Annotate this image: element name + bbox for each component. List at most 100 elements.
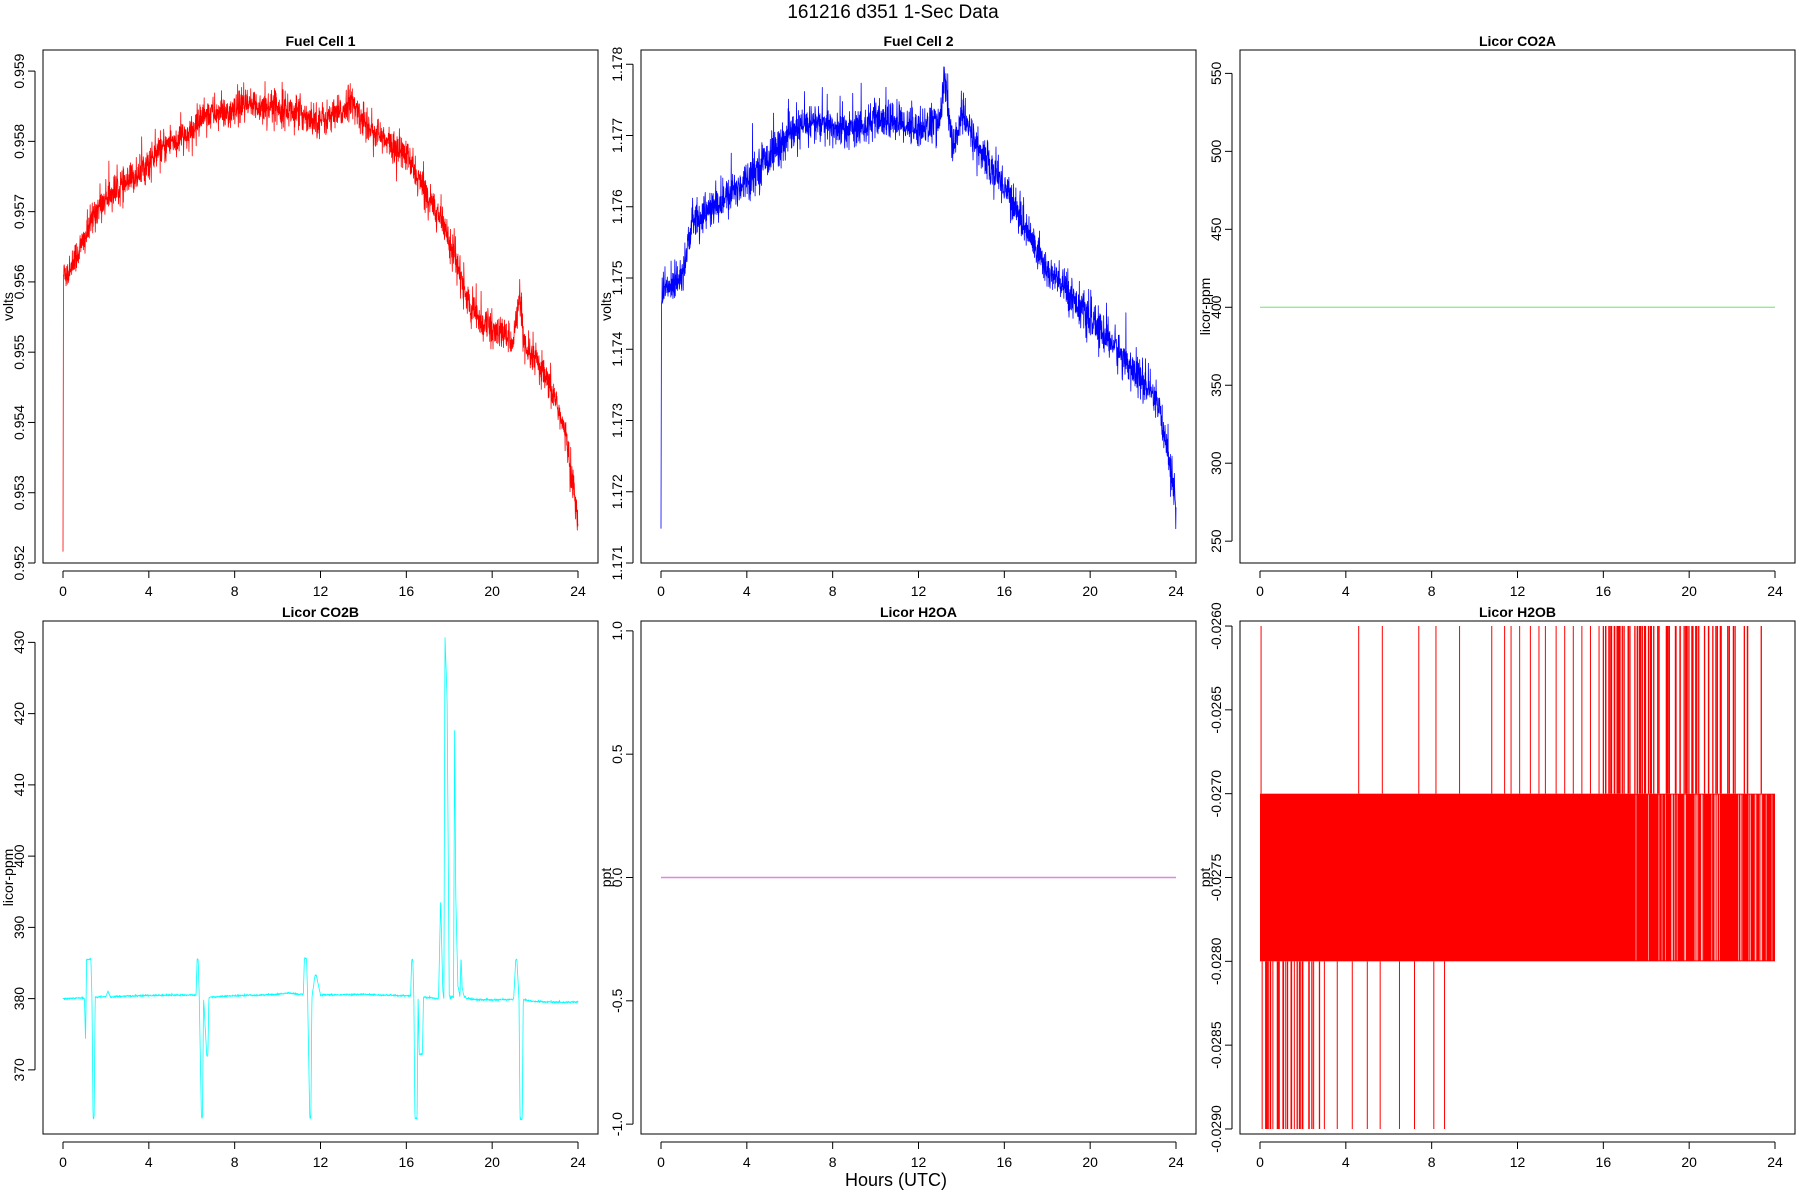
y-tick-label: 400: [1208, 295, 1224, 319]
x-axis: 0 4 8 12 16 20 24: [657, 1141, 1184, 1170]
x-tick-label: 16: [997, 583, 1013, 599]
y-tick-label: -0.0290: [1208, 1105, 1224, 1153]
plot-frame: [42, 620, 599, 1135]
y-tick-label: 1.177: [609, 118, 625, 153]
x-axis: 0 4 8 12 16 20 24: [1256, 570, 1783, 599]
y-axis: -0.0290 -0.0285 -0.0280 -0.0275 -0.0270 -0.02…: [1208, 602, 1233, 1153]
y-tick-label: 500: [1208, 139, 1224, 163]
x-tick-label: 12: [1510, 583, 1526, 599]
plot-frame: [1239, 620, 1796, 1135]
y-tick-label: 1.0: [609, 621, 625, 641]
series-line-1: [660, 66, 1177, 530]
panel-4: Licor CO2B licor-ppm 0 4 8 12 16 20 24 370 380 390 4…: [0, 604, 599, 1170]
x-tick-label: 24: [1767, 1154, 1783, 1170]
x-tick-label: 12: [1510, 1154, 1526, 1170]
x-tick-label: 8: [231, 1154, 239, 1170]
y-axis-label: licor-ppm: [1197, 278, 1213, 336]
figure-x-axis-label: Hours (UTC): [845, 1170, 947, 1190]
x-tick-label: 24: [1767, 583, 1783, 599]
panel-title: Licor H2OB: [1479, 604, 1556, 620]
y-tick-label: 1.174: [609, 332, 625, 367]
panel-3: Licor CO2A licor-ppm 0 4 8 12 16 20 24 250 300 350 4…: [1197, 33, 1796, 599]
y-tick-label: 1.176: [609, 189, 625, 224]
x-tick-label: 8: [829, 583, 837, 599]
plot-frame: [1239, 49, 1796, 564]
y-tick-label: 0.954: [11, 405, 27, 440]
y-tick-label: -0.0270: [1208, 770, 1224, 818]
x-axis: 0 4 8 12 16 20 24: [59, 570, 586, 599]
y-axis: 1.171 1.172 1.173 1.174 1.175 1.176 1.177 1.178: [609, 47, 634, 581]
x-tick-label: 4: [1342, 583, 1350, 599]
x-tick-label: 16: [1596, 583, 1612, 599]
y-axis-label: ppt: [598, 868, 614, 888]
y-tick-label: -1.0: [609, 1112, 625, 1136]
y-tick-label: 300: [1208, 451, 1224, 475]
y-tick-label: 380: [11, 987, 27, 1011]
y-tick-label: 350: [1208, 373, 1224, 397]
y-tick-label: 0.957: [11, 194, 27, 229]
y-axis-label: volts: [598, 292, 614, 321]
y-tick-label: 410: [11, 773, 27, 797]
x-tick-label: 20: [484, 583, 500, 599]
y-tick-label: -0.0275: [1208, 854, 1224, 902]
x-tick-label: 12: [313, 1154, 329, 1170]
y-tick-label: -0.5: [609, 989, 625, 1013]
plot-area: [660, 66, 1177, 530]
y-tick-label: 1.171: [609, 545, 625, 580]
x-tick-label: 20: [1082, 583, 1098, 599]
figure-title: 161216 d351 1-Sec Data: [787, 2, 999, 23]
y-tick-label: 420: [11, 702, 27, 726]
x-tick-label: 24: [570, 583, 586, 599]
x-tick-label: 12: [313, 583, 329, 599]
y-tick-label: 1.173: [609, 403, 625, 438]
x-tick-label: 20: [1082, 1154, 1098, 1170]
x-tick-label: 0: [657, 583, 665, 599]
y-tick-label: 250: [1208, 529, 1224, 553]
y-tick-label: 1.175: [609, 260, 625, 295]
plot-frame: [640, 49, 1197, 564]
plot-area: [62, 81, 579, 552]
y-tick-label: 0.959: [11, 53, 27, 88]
series-band: [1260, 793, 1775, 962]
panel-5: Licor H2OA ppt 0 4 8 12 16 20 24 -1.0 -0.5 0.0 0.5 1.…: [598, 604, 1197, 1170]
x-tick-label: 0: [657, 1154, 665, 1170]
y-tick-label: 0.958: [11, 124, 27, 159]
y-tick-label: 390: [11, 915, 27, 939]
x-tick-label: 12: [911, 583, 927, 599]
y-axis: 0.952 0.953 0.954 0.955 0.956 0.957 0.958 0.959: [11, 53, 36, 581]
x-tick-label: 20: [1681, 1154, 1697, 1170]
x-tick-label: 0: [59, 1154, 67, 1170]
x-tick-label: 4: [145, 583, 153, 599]
y-tick-label: 0.952: [11, 545, 27, 580]
x-tick-label: 0: [1256, 583, 1264, 599]
y-tick-label: 1.172: [609, 474, 625, 509]
plot-area: [62, 637, 579, 1121]
x-tick-label: 0: [59, 583, 67, 599]
y-tick-label: 0.956: [11, 264, 27, 299]
y-tick-label: 1.178: [609, 47, 625, 82]
x-tick-label: 8: [829, 1154, 837, 1170]
y-axis-label: ppt: [1197, 868, 1213, 888]
y-axis: 370 380 390 400 410 420 430: [11, 630, 36, 1082]
x-tick-label: 24: [1168, 583, 1184, 599]
y-tick-label: 370: [11, 1058, 27, 1082]
y-tick-label: 0.955: [11, 334, 27, 369]
y-tick-label: -0.0260: [1208, 602, 1224, 650]
x-tick-label: 8: [1428, 1154, 1436, 1170]
series-line-1: [62, 81, 579, 552]
plot-frame: [640, 620, 1197, 1135]
x-tick-label: 16: [399, 583, 415, 599]
y-tick-label: 450: [1208, 217, 1224, 241]
x-tick-label: 8: [1428, 583, 1436, 599]
y-tick-label: 0.0: [609, 868, 625, 888]
x-tick-label: 4: [743, 583, 751, 599]
y-tick-label: -0.0280: [1208, 937, 1224, 985]
y-tick-label: 0.5: [609, 744, 625, 764]
plot-area: [1260, 626, 1775, 1129]
x-axis: 0 4 8 12 16 20 24: [657, 570, 1184, 599]
x-tick-label: 4: [743, 1154, 751, 1170]
panel-title: Licor CO2A: [1479, 33, 1556, 49]
